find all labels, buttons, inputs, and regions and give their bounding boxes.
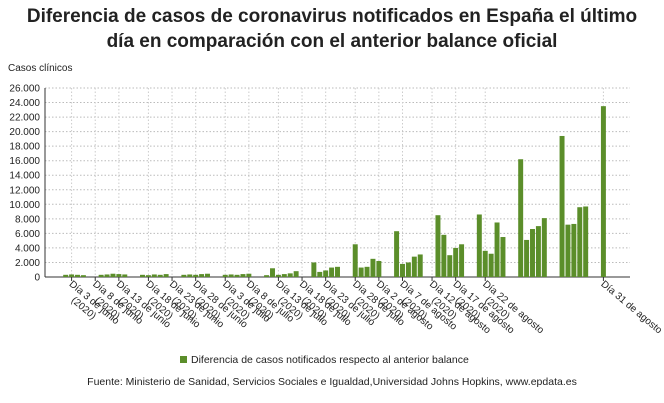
- y-tick-label: 8.000: [15, 214, 40, 225]
- y-tick-label: 6.000: [15, 229, 40, 240]
- bar: [311, 262, 317, 277]
- bar: [370, 258, 376, 277]
- bar: [205, 273, 210, 277]
- bar: [281, 274, 287, 277]
- bar: [559, 135, 565, 277]
- y-tick-label: 22.000: [9, 113, 40, 124]
- bar: [488, 253, 494, 277]
- bar: [453, 247, 459, 277]
- chart-title: Diferencia de casos de coronavirus notif…: [26, 6, 638, 52]
- bar: [98, 274, 104, 277]
- bar: [293, 271, 299, 277]
- bar: [376, 261, 382, 277]
- y-tick-label: 26.000: [9, 84, 40, 95]
- bar: [181, 274, 187, 277]
- bar: [435, 215, 441, 277]
- bar: [335, 266, 340, 277]
- y-tick-label: 16.000: [9, 156, 40, 167]
- bar: [323, 270, 329, 277]
- bar: [199, 274, 205, 277]
- bar: [577, 207, 583, 277]
- bar: [405, 262, 411, 277]
- y-tick-label: 18.000: [9, 142, 40, 153]
- bar: [275, 274, 281, 277]
- source: Fuente: Ministerio de Sanidad, Servicios…: [87, 376, 577, 388]
- bar: [583, 206, 589, 277]
- bar: [264, 275, 270, 277]
- bar: [524, 239, 530, 277]
- y-tick-label: 14.000: [9, 171, 40, 182]
- bar: [187, 274, 193, 277]
- bar: [151, 274, 157, 277]
- bar: [364, 266, 370, 277]
- bar: [482, 250, 488, 277]
- bar: [530, 229, 535, 277]
- x-tick-label: Día 31 de agosto: [598, 279, 664, 337]
- bar: [234, 274, 240, 277]
- bar: [116, 274, 122, 277]
- bar: [222, 274, 228, 277]
- bar: [122, 274, 128, 277]
- bar: [476, 214, 482, 277]
- bar: [63, 274, 69, 277]
- legend-label: Diferencia de casos notificados respecto…: [191, 354, 469, 366]
- bar: [69, 274, 75, 277]
- bar: [163, 274, 169, 277]
- legend-swatch: [180, 356, 187, 363]
- bar: [600, 106, 606, 277]
- bar: [80, 275, 86, 277]
- bar: [246, 273, 252, 277]
- y-axis-label: Casos clínicos: [8, 63, 72, 74]
- bar: [140, 274, 145, 277]
- bar: [441, 234, 447, 277]
- y-tick-label: 4.000: [15, 243, 40, 254]
- bar: [157, 274, 163, 277]
- bar: [104, 274, 110, 277]
- bar: [270, 268, 275, 277]
- y-tick-label: 12.000: [9, 185, 40, 196]
- bar: [494, 222, 500, 277]
- bar: [447, 255, 453, 277]
- bar: [459, 244, 465, 277]
- bar: [411, 256, 417, 277]
- bar: [358, 267, 364, 277]
- bar: [400, 263, 405, 277]
- bar: [518, 159, 524, 277]
- bar: [541, 218, 547, 277]
- bar: [317, 271, 323, 277]
- bar: [565, 224, 571, 277]
- y-tick-label: 20.000: [9, 127, 40, 138]
- bar: [329, 267, 335, 277]
- bar: [571, 223, 577, 277]
- bar: [287, 273, 293, 277]
- bar: [417, 254, 423, 277]
- bar: [193, 274, 199, 277]
- bar: [535, 226, 541, 277]
- bar: [352, 244, 358, 277]
- bar: [110, 273, 116, 277]
- y-tick-label: 10.000: [9, 200, 40, 211]
- bar: [394, 231, 400, 277]
- bar: [75, 274, 80, 277]
- bar: [500, 237, 506, 277]
- bar: [228, 274, 234, 277]
- bar: [145, 275, 151, 277]
- y-tick-label: 2.000: [15, 258, 40, 269]
- bar: [240, 274, 246, 277]
- y-tick-label: 0: [34, 273, 40, 284]
- y-tick-label: 24.000: [9, 98, 40, 109]
